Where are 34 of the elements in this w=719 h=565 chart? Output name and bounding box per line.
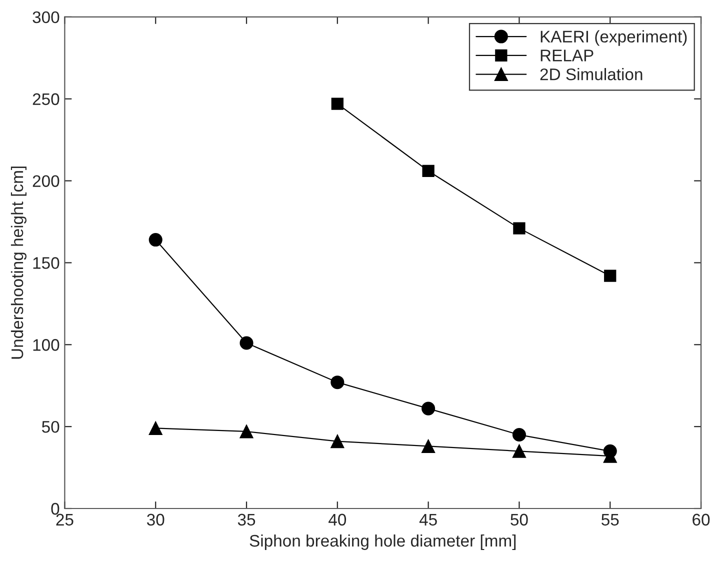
y-tick-label: 250 (32, 93, 60, 106)
x-tick-label: 40 (328, 514, 346, 526)
point (422, 439, 436, 454)
legend-label: RELAP (540, 50, 594, 62)
y-tick-label: 200 (32, 175, 60, 188)
x-tick-label: 45 (419, 514, 437, 526)
y-tick-label: 150 (33, 257, 60, 269)
point (240, 336, 254, 350)
point (240, 424, 254, 438)
y-tick-label: 0 (51, 502, 60, 515)
point (330, 376, 344, 390)
legend-label: KAERI (experiment) (540, 30, 687, 46)
y-tick-label: 50 (42, 420, 60, 433)
point (148, 233, 162, 247)
x-tick-label: 50 (510, 514, 528, 526)
x-tick-label: 55 (602, 514, 619, 526)
x-tick-label: 60 (692, 514, 710, 526)
y-tick-label: 100 (33, 339, 60, 351)
legend-label: 2D Simulation (540, 68, 642, 80)
point (512, 444, 526, 458)
x-tick-label: 30 (146, 514, 164, 526)
point (422, 164, 434, 178)
y-tick-label: 300 (32, 11, 60, 24)
point (604, 270, 616, 282)
y-axis-title: Undershooting height [cm] (10, 166, 26, 359)
x-tick-label: 25 (56, 514, 74, 526)
point (513, 222, 526, 234)
point (512, 428, 526, 442)
point (422, 402, 436, 416)
point (331, 98, 344, 110)
x-axis-title: Siphon breaking hole diameter [mm] (250, 534, 516, 550)
point (330, 434, 344, 448)
x-tick-label: 35 (238, 514, 256, 526)
point (148, 421, 162, 435)
